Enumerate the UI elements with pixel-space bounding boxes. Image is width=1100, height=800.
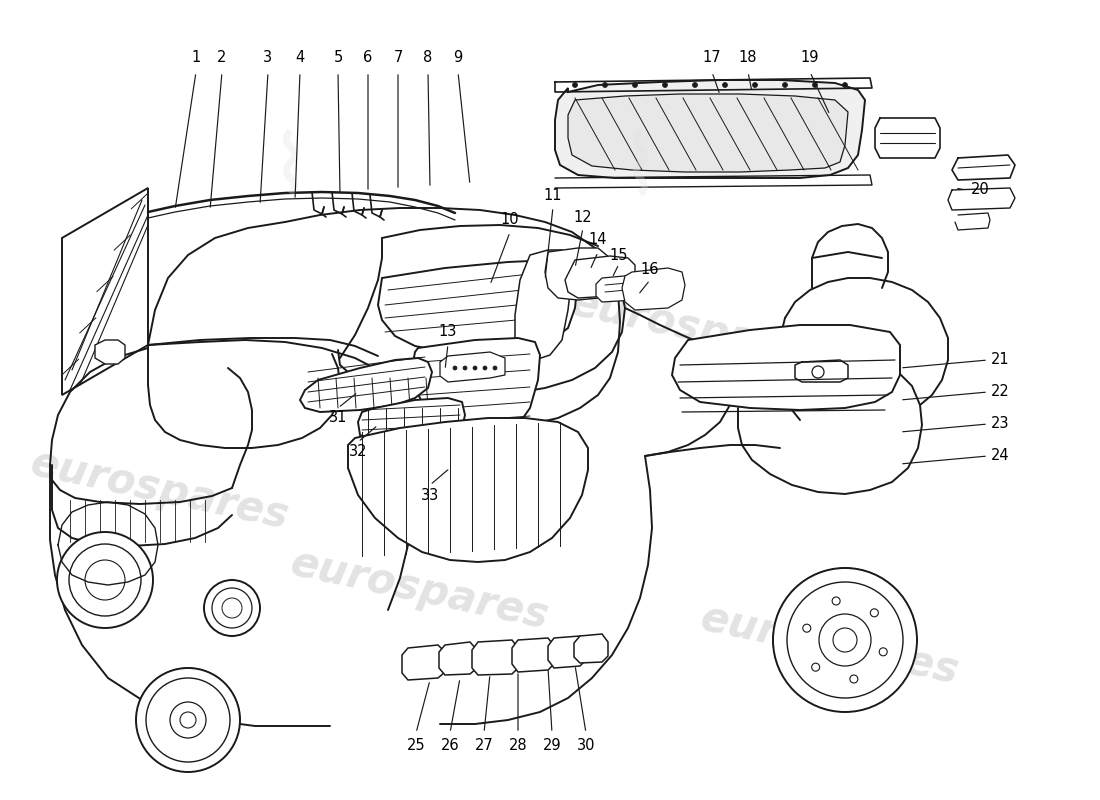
Polygon shape <box>358 398 465 440</box>
Text: 17: 17 <box>703 50 722 66</box>
Polygon shape <box>568 94 848 172</box>
Polygon shape <box>544 248 612 300</box>
Polygon shape <box>512 638 554 672</box>
Polygon shape <box>472 640 518 675</box>
Text: 32: 32 <box>349 445 367 459</box>
Circle shape <box>493 366 497 370</box>
Text: 10: 10 <box>500 213 519 227</box>
Circle shape <box>453 366 456 370</box>
Text: 4: 4 <box>296 50 305 66</box>
Text: eurospares: eurospares <box>287 542 553 638</box>
Text: 25: 25 <box>407 738 426 753</box>
Text: 15: 15 <box>609 247 628 262</box>
Circle shape <box>812 366 824 378</box>
Text: 29: 29 <box>542 738 561 753</box>
Polygon shape <box>300 358 432 412</box>
Text: 22: 22 <box>991 385 1010 399</box>
Polygon shape <box>440 352 505 382</box>
Circle shape <box>752 82 758 87</box>
Circle shape <box>843 82 847 87</box>
Polygon shape <box>556 80 865 178</box>
Circle shape <box>782 82 788 87</box>
Circle shape <box>786 582 903 698</box>
Circle shape <box>813 82 817 87</box>
Circle shape <box>170 702 206 738</box>
Text: 12: 12 <box>574 210 592 226</box>
Text: 28: 28 <box>508 738 527 753</box>
Polygon shape <box>672 325 900 410</box>
Circle shape <box>180 712 196 728</box>
Text: ⌇: ⌇ <box>270 130 310 210</box>
Circle shape <box>812 663 820 671</box>
Polygon shape <box>548 636 586 668</box>
Circle shape <box>85 560 125 600</box>
Circle shape <box>204 580 260 636</box>
Circle shape <box>803 624 811 632</box>
Circle shape <box>146 678 230 762</box>
Text: 20: 20 <box>970 182 989 198</box>
Circle shape <box>212 588 252 628</box>
Polygon shape <box>412 338 540 434</box>
Circle shape <box>632 82 638 87</box>
Text: 33: 33 <box>421 487 439 502</box>
Text: 13: 13 <box>439 325 458 339</box>
Circle shape <box>69 544 141 616</box>
Circle shape <box>57 532 153 628</box>
Text: 16: 16 <box>640 262 659 278</box>
Circle shape <box>483 366 487 370</box>
Text: 9: 9 <box>453 50 463 66</box>
Polygon shape <box>596 275 642 302</box>
Circle shape <box>870 609 878 617</box>
Circle shape <box>879 648 888 656</box>
Text: 6: 6 <box>363 50 373 66</box>
Polygon shape <box>95 340 125 364</box>
Circle shape <box>572 82 578 87</box>
Polygon shape <box>348 418 588 562</box>
Text: 30: 30 <box>576 738 595 753</box>
Circle shape <box>603 82 607 87</box>
Polygon shape <box>439 642 477 675</box>
Text: 2: 2 <box>218 50 227 66</box>
Polygon shape <box>574 634 608 663</box>
Polygon shape <box>402 645 446 680</box>
Circle shape <box>850 675 858 683</box>
Polygon shape <box>378 260 578 354</box>
Circle shape <box>662 82 668 87</box>
Circle shape <box>833 628 857 652</box>
Text: 23: 23 <box>991 417 1010 431</box>
Polygon shape <box>515 250 572 360</box>
Text: 19: 19 <box>801 50 820 66</box>
Circle shape <box>832 597 840 605</box>
Text: 21: 21 <box>991 353 1010 367</box>
Circle shape <box>723 82 727 87</box>
Text: 14: 14 <box>588 233 607 247</box>
Polygon shape <box>62 188 149 395</box>
Circle shape <box>222 598 242 618</box>
Text: 5: 5 <box>333 50 342 66</box>
Text: eurospares: eurospares <box>697 597 964 693</box>
Text: 27: 27 <box>474 738 494 753</box>
Text: ⌇: ⌇ <box>619 130 660 210</box>
Polygon shape <box>565 256 635 298</box>
Circle shape <box>773 568 917 712</box>
Text: 1: 1 <box>191 50 200 66</box>
Circle shape <box>820 614 871 666</box>
Text: 18: 18 <box>739 50 757 66</box>
Text: 8: 8 <box>424 50 432 66</box>
Text: 11: 11 <box>543 187 562 202</box>
Circle shape <box>693 82 697 87</box>
Text: 3: 3 <box>263 50 273 66</box>
Text: 7: 7 <box>394 50 403 66</box>
Text: 26: 26 <box>441 738 460 753</box>
Text: eurospares: eurospares <box>566 282 833 378</box>
Text: eurospares: eurospares <box>26 442 293 538</box>
Circle shape <box>136 668 240 772</box>
Polygon shape <box>621 268 685 310</box>
Circle shape <box>473 366 477 370</box>
Text: 24: 24 <box>991 449 1010 463</box>
Circle shape <box>463 366 467 370</box>
Text: 31: 31 <box>329 410 348 426</box>
